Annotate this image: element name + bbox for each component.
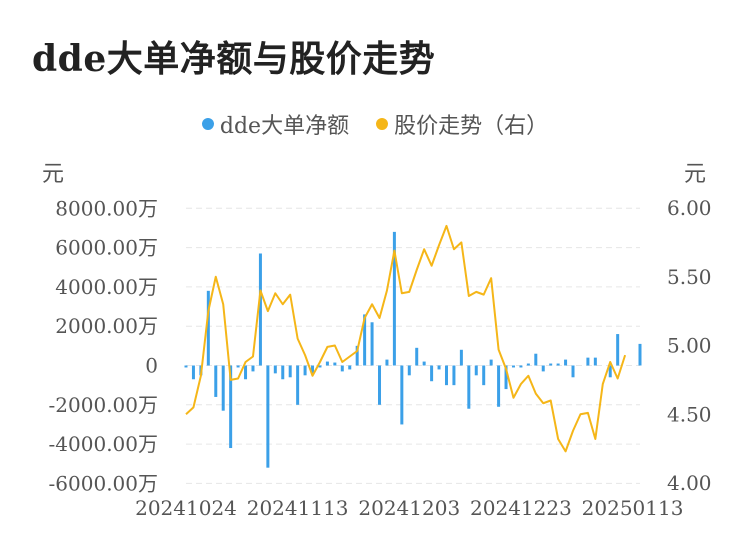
dde-bar	[214, 365, 218, 397]
dde-bar	[504, 365, 508, 390]
dde-bar	[616, 334, 620, 366]
left-tick-label: 8000.00万	[55, 196, 158, 220]
dde-bar	[191, 365, 195, 380]
dde-bar	[311, 365, 315, 374]
legend-dot-price	[376, 118, 389, 130]
dde-bar	[608, 365, 612, 378]
right-tick-label: 5.50	[667, 265, 712, 289]
dde-bar	[229, 365, 233, 449]
dde-bar	[593, 357, 597, 366]
right-axis-unit: 元	[684, 162, 707, 187]
right-tick-label: 5.00	[667, 334, 712, 358]
dde-bar	[571, 365, 575, 378]
dde-bar	[385, 359, 389, 366]
left-tick-label: 4000.00万	[55, 275, 158, 299]
dde-bar	[221, 365, 225, 411]
dde-bar	[467, 365, 471, 409]
dde-bar	[258, 253, 262, 366]
dde-bar	[370, 322, 374, 366]
dde-bar	[251, 365, 255, 372]
dde-bar	[325, 361, 329, 366]
dde-bar	[526, 363, 530, 366]
dde-bar	[273, 365, 277, 374]
dde-bar	[236, 365, 240, 368]
x-tick-label: 20241113	[247, 496, 349, 520]
dde-bar	[244, 365, 248, 380]
dde-bar	[564, 359, 568, 366]
dde-bar	[586, 357, 590, 366]
dde-bar	[355, 345, 359, 366]
dde-bar	[519, 365, 523, 368]
dde-bar-series	[184, 231, 642, 468]
dde-bar	[474, 365, 478, 376]
x-tick-label: 20241223	[470, 496, 572, 520]
dde-bar	[296, 365, 300, 405]
dde-bar	[497, 365, 501, 407]
dde-bar	[348, 365, 352, 370]
dde-bar	[452, 365, 456, 386]
price-line	[185, 224, 627, 453]
x-axis-ticks: 20241024 20241113 20241203 20241223 20250113	[135, 496, 683, 520]
dde-bar	[400, 365, 404, 425]
dde-bar	[340, 365, 344, 372]
left-tick-label: 0	[145, 354, 158, 378]
legend-label-price: 股价走势（右）	[394, 114, 549, 139]
dde-bar	[489, 359, 493, 366]
dde-bar	[415, 347, 419, 366]
legend-label-dde: dde大单净额	[219, 114, 350, 139]
x-tick-label: 20241024	[135, 496, 237, 520]
dde-bar	[206, 290, 210, 366]
left-axis-unit: 元	[42, 162, 65, 187]
dde-bar	[638, 343, 642, 366]
dde-bar	[511, 365, 515, 368]
dde-bar	[549, 363, 553, 366]
chart-legend: dde大单净额 股价走势（右）	[0, 108, 750, 140]
x-tick-label: 20241203	[358, 496, 460, 520]
x-tick-label: 20250113	[582, 496, 684, 520]
left-tick-label: -6000.00万	[49, 471, 158, 495]
dde-bar	[534, 353, 538, 366]
dde-bar	[541, 365, 545, 372]
left-tick-label: -4000.00万	[49, 432, 158, 456]
price-line-series	[185, 224, 627, 453]
dde-bar	[407, 365, 411, 376]
left-axis-ticks: 8000.00万 6000.00万 4000.00万 2000.00万 0 -2000.0…	[49, 196, 158, 495]
left-tick-label: 2000.00万	[55, 314, 158, 338]
legend-dot-dde	[201, 118, 214, 130]
right-tick-label: 4.50	[667, 402, 712, 426]
dde-bar	[333, 362, 337, 366]
right-axis-ticks: 6.00 5.50 5.00 4.50 4.00	[667, 196, 712, 495]
dde-bar	[288, 365, 292, 378]
dde-bar	[184, 365, 188, 368]
legend-item-dde[interactable]: dde大单净额	[201, 108, 350, 140]
dde-bar	[556, 363, 560, 366]
dde-bar	[281, 365, 285, 380]
dde-bar	[363, 314, 367, 366]
left-tick-label: 6000.00万	[55, 236, 158, 260]
right-tick-label: 4.00	[667, 471, 712, 495]
dde-bar	[266, 365, 270, 468]
dde-bar	[318, 365, 322, 368]
dde-bar	[482, 365, 486, 386]
dde-bar	[430, 365, 434, 382]
right-tick-label: 6.00	[667, 196, 712, 220]
dde-bar	[303, 365, 307, 376]
dde-bar	[392, 231, 396, 366]
dde-bar	[444, 365, 448, 386]
legend-item-price[interactable]: 股价走势（右）	[376, 108, 548, 140]
chart-title: dde大单净额与股价走势	[32, 38, 436, 80]
dde-bar	[422, 361, 426, 366]
dde-bar	[459, 349, 463, 366]
dde-bar	[437, 365, 441, 370]
left-tick-label: -2000.00万	[49, 393, 158, 417]
dde-bar	[378, 365, 382, 405]
